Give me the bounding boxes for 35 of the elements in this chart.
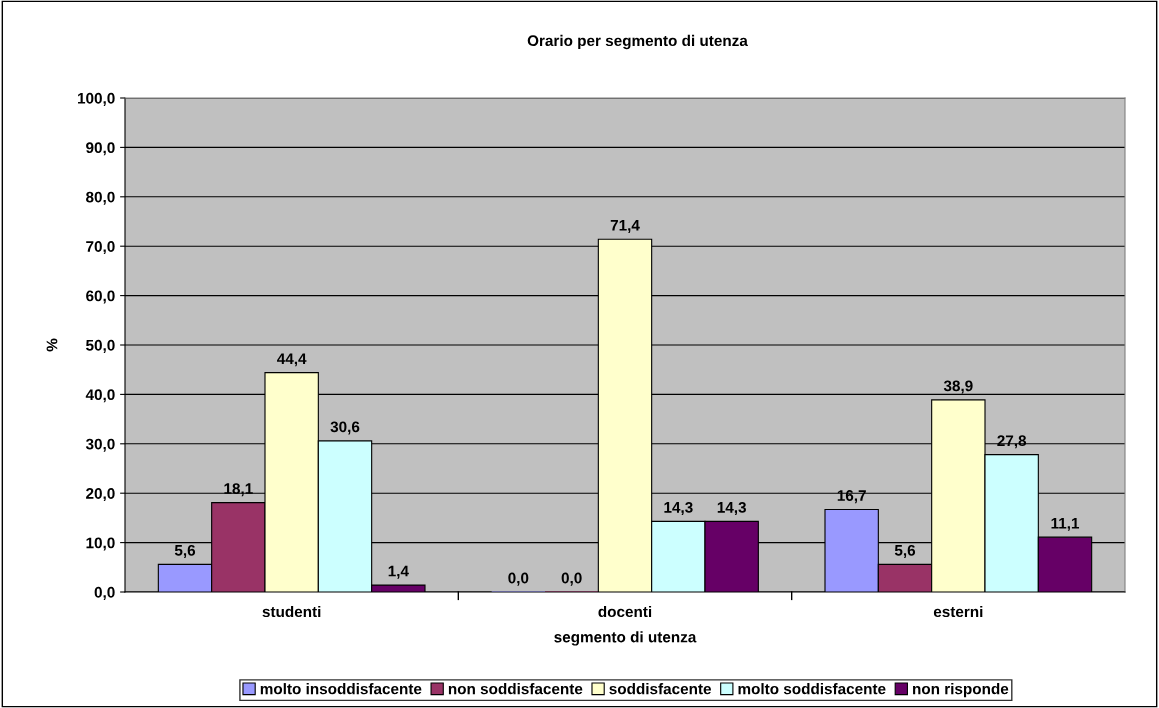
data-label: 5,6 [894, 544, 916, 558]
legend-label: molto insoddisfacente [260, 683, 422, 695]
data-label: 14,3 [717, 501, 746, 515]
y-tick-label: 90,0 [86, 142, 115, 156]
x-tick-label: docenti [598, 605, 652, 618]
y-tick-label: 80,0 [86, 191, 115, 205]
chart-title: Orario per segmento di utenza [527, 34, 748, 50]
data-label: 1,4 [388, 565, 409, 579]
y-tick-label: 50,0 [86, 339, 115, 353]
data-label: 38,9 [943, 380, 973, 394]
y-tick-label: 0,0 [94, 586, 115, 600]
legend-label: molto soddisfacente [738, 683, 886, 695]
legend-label: non risponde [913, 683, 1009, 698]
legend-label: soddisfacente [609, 683, 712, 695]
data-label: 16,7 [837, 490, 866, 504]
y-tick-label: 60,0 [86, 290, 115, 304]
y-tick-label: 10,0 [86, 537, 115, 551]
data-label: 71,4 [610, 220, 640, 233]
y-tick-label: 40,0 [85, 389, 115, 403]
data-label: 44,4 [277, 353, 307, 367]
legend-label: non soddisfacente [448, 683, 583, 695]
y-axis-title: % [46, 338, 58, 352]
data-label: 0,0 [508, 572, 529, 586]
x-axis-title: segmento di utenza [554, 631, 697, 646]
data-label: 11,1 [1051, 517, 1080, 531]
data-label: 5,6 [174, 544, 196, 558]
y-tick-label: 30,0 [85, 438, 115, 452]
data-label: 14,3 [664, 501, 693, 515]
x-tick-label: studenti [262, 605, 321, 618]
data-label: 30,6 [330, 421, 360, 435]
y-tick-label: 100,0 [78, 92, 115, 106]
x-tick-label: esterni [933, 605, 983, 618]
y-tick-label: 70,0 [86, 241, 115, 255]
data-label: 0,0 [561, 572, 582, 586]
y-tick-label: 20,0 [86, 488, 115, 502]
